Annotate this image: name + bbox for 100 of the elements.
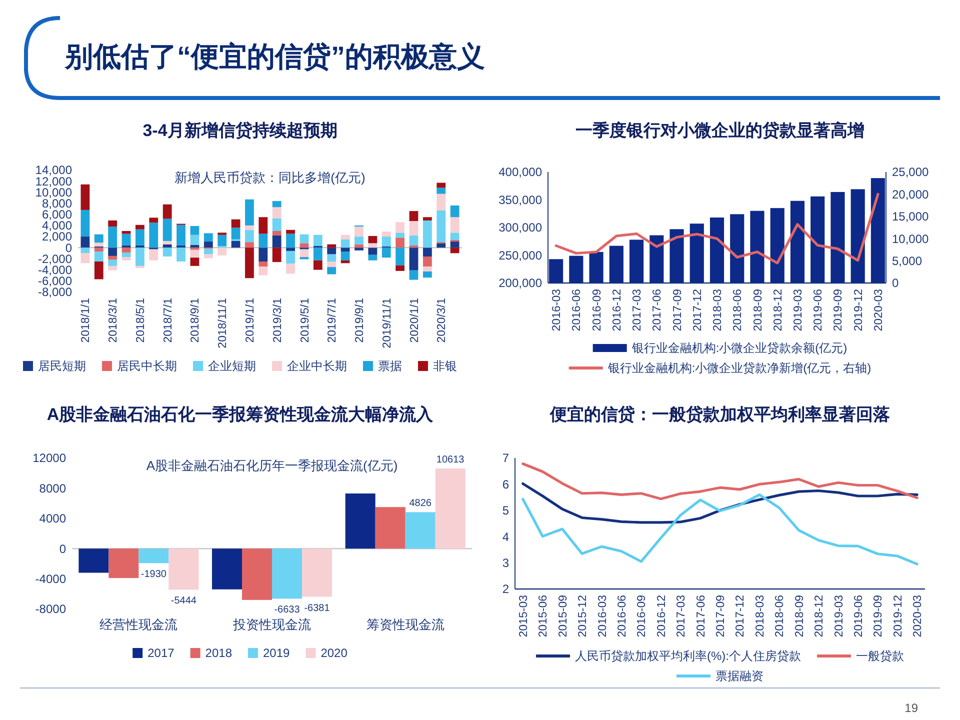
x-tick-label: 2018-12 [772, 289, 784, 332]
chart-title: 3-4月新增信贷持续超预期 [142, 121, 338, 140]
line-series [522, 493, 918, 566]
bar [231, 228, 240, 240]
y-tick-label: 0 [59, 542, 66, 556]
bar [286, 230, 295, 234]
bar [327, 244, 336, 248]
bar [80, 210, 90, 237]
bar [272, 235, 282, 248]
x-tick-label: 2020-03 [872, 289, 885, 332]
x-tick-label: 2017-06 [695, 595, 708, 638]
y-tick-label: 3 [502, 556, 510, 570]
bar [409, 211, 418, 222]
bar [162, 248, 172, 257]
x-tick-label: 2020-03 [912, 595, 924, 638]
bar [302, 548, 332, 597]
bar [231, 219, 240, 228]
x-tick-label: 2017-12 [734, 595, 747, 638]
x-tick-label: 2018-09 [752, 289, 764, 332]
bar [94, 252, 104, 262]
legend-label: 一般贷款 [856, 649, 904, 664]
bar [149, 222, 158, 248]
bar [108, 266, 118, 270]
x-tick-label: 2019/5/1 [299, 298, 312, 343]
y-tick-label: 200,000 [498, 276, 542, 290]
line-series [554, 192, 880, 264]
x-tick-label: 2018-06 [732, 289, 744, 332]
bar [258, 217, 268, 234]
x-tick-label: 2019-03 [792, 289, 804, 332]
bar [422, 248, 432, 257]
bar [245, 230, 254, 242]
bar [272, 248, 282, 262]
bar [135, 224, 144, 230]
bar [122, 248, 131, 253]
bar [135, 248, 144, 266]
legend-label: 居民中长期 [117, 359, 177, 374]
bar [168, 548, 199, 590]
x-tick-label: 2015-12 [577, 595, 590, 638]
x-tick-label: 2017-12 [692, 289, 704, 332]
bar [258, 266, 268, 276]
line-series [522, 462, 918, 500]
y-tick-label: 4 [502, 530, 510, 544]
x-tick-label: 2015-03 [518, 595, 530, 638]
bar [135, 266, 144, 268]
bar [382, 248, 391, 258]
bar [354, 236, 364, 244]
legend-label: 2018 [205, 646, 232, 660]
bar [135, 245, 144, 248]
bar [80, 253, 90, 264]
bar [272, 207, 282, 218]
x-tick-label: 2016-06 [571, 289, 584, 332]
bar [212, 548, 242, 590]
bar [245, 225, 254, 230]
bar [340, 252, 350, 260]
legend-label: 银行业金融机构:小微企业贷款净新增(亿元，右轴) [606, 361, 872, 376]
bar [204, 242, 213, 248]
x-tick-label: 2019-06 [853, 595, 866, 638]
x-tick-label: 2016-09 [591, 289, 604, 332]
bar [162, 204, 172, 219]
bar [162, 218, 172, 241]
legend-label: 票据 [378, 359, 402, 374]
x-tick-label: 经营性现金流 [100, 617, 178, 632]
x-tick-label: 2019-12 [852, 289, 865, 332]
legend-label: 居民短期 [38, 359, 86, 374]
bar [436, 243, 446, 248]
x-tick-label: 2017-06 [652, 289, 664, 332]
bar [345, 493, 376, 549]
bar [245, 242, 254, 248]
bar [245, 248, 254, 278]
x-tick-label: 2018-03 [754, 595, 766, 638]
bar [409, 221, 418, 236]
chart-subtitle: A股非金融石油石化历年一季报现金流(亿元) [146, 458, 398, 473]
x-tick-label: 2019/7/1 [326, 298, 339, 343]
bar [176, 224, 186, 246]
bar [396, 248, 404, 266]
bar [436, 210, 446, 242]
bar [190, 226, 200, 235]
bar [354, 244, 364, 248]
bar [272, 231, 282, 236]
bar [94, 248, 104, 252]
x-tick-label: 2019/9/1 [354, 298, 366, 343]
x-tick-label: 2018/9/1 [190, 298, 202, 343]
bar [94, 234, 104, 243]
bar [300, 234, 309, 244]
y2-tick-label: 20,000 [892, 187, 930, 202]
x-tick-label: 2019/11/1 [381, 298, 394, 348]
y-tick-label: -8000 [35, 602, 66, 616]
x-tick-label: 2019/1/1 [244, 298, 256, 343]
bar [286, 250, 295, 264]
bar [190, 258, 200, 266]
x-tick-label: 2015-09 [557, 595, 570, 638]
bar [149, 218, 158, 223]
y-tick-label: 6 [502, 477, 510, 492]
bar [272, 548, 302, 599]
bar [409, 270, 418, 280]
x-tick-label: 2019-09 [832, 289, 845, 332]
bar [422, 256, 432, 266]
bar [122, 252, 131, 258]
bar [368, 254, 378, 260]
bar [80, 248, 90, 254]
